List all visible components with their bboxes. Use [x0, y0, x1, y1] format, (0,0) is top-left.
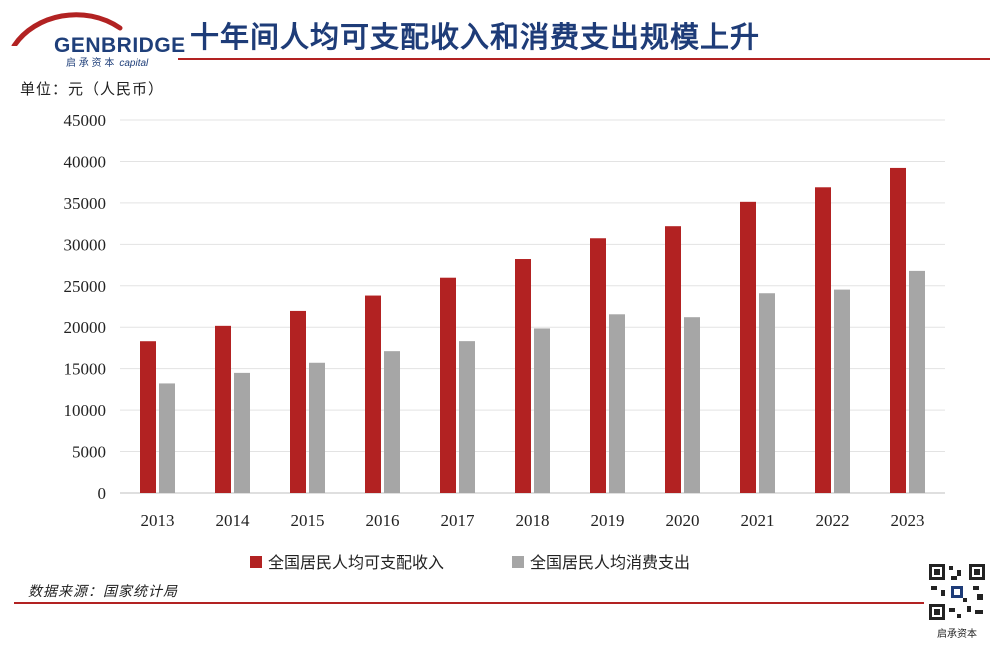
- bar-consumption: 全国居民人均消费支出 2017: 18322: [459, 341, 475, 493]
- logo-subtitle: 启 承 资 本 capital: [66, 58, 149, 69]
- legend-swatch-consumption: [512, 556, 524, 568]
- y-tick-label: 10000: [64, 401, 107, 420]
- bar-income: 全国居民人均可支配收入 2018: 28228: [515, 259, 531, 493]
- y-tick-label: 30000: [64, 235, 107, 254]
- chart-legend: 全国居民人均可支配收入 全国居民人均消费支出: [250, 553, 690, 572]
- legend-swatch-income: [250, 556, 262, 568]
- y-tick-label: 25000: [64, 277, 107, 296]
- y-tick-label: 5000: [72, 443, 106, 462]
- x-tick-label: 2017: [441, 511, 476, 530]
- bar-consumption: 全国居民人均消费支出 2018: 19853: [534, 328, 550, 493]
- bar-income: 全国居民人均可支配收入 2017: 25974: [440, 277, 456, 493]
- bar-income: 全国居民人均可支配收入 2019: 30733: [590, 238, 606, 493]
- x-tick-label: 2016: [366, 511, 400, 530]
- y-tick-label: 20000: [64, 318, 107, 337]
- x-tick-label: 2014: [216, 511, 251, 530]
- x-tick-label: 2023: [891, 511, 925, 530]
- title-divider: [178, 58, 990, 60]
- x-tick-label: 2015: [291, 511, 325, 530]
- bar-income: 全国居民人均可支配收入 2022: 36883: [815, 187, 831, 493]
- bar-income: 全国居民人均可支配收入 2023: 39218: [890, 167, 906, 493]
- page-title: 十年间人均可支配收入和消费支出规模上升: [190, 20, 761, 54]
- bar-consumption: 全国居民人均消费支出 2016: 17111: [384, 351, 400, 493]
- legend-label-consumption: 全国居民人均消费支出: [530, 553, 690, 572]
- qr-code-icon: [927, 562, 987, 622]
- logo-arc-icon: [11, 12, 123, 46]
- x-tick-label: 2013: [141, 511, 175, 530]
- bar-consumption: 全国居民人均消费支出 2014: 14491: [234, 372, 250, 493]
- y-axis: 0 5000 10000 15000 20000 25000 30000 35000 40000…: [64, 111, 107, 503]
- y-tick-label: 35000: [64, 194, 107, 213]
- y-tick-label: 0: [98, 484, 107, 503]
- bar-consumption: 全国居民人均消费支出 2023: 26796: [909, 270, 925, 493]
- bar-income: 全国居民人均可支配收入 2021: 35128: [740, 201, 756, 493]
- chart-bars: 全国居民人均可支配收入 2013: 18311全国居民人均消费支出 2013: …: [140, 167, 925, 493]
- bar-income: 全国居民人均可支配收入 2013: 18311: [140, 341, 156, 493]
- chart-gridlines: [120, 119, 945, 494]
- bar-consumption: 全国居民人均消费支出 2020: 21210: [684, 317, 700, 493]
- y-tick-label: 15000: [64, 360, 107, 379]
- footer-divider: [14, 602, 924, 604]
- bar-income: 全国居民人均可支配收入 2020: 32189: [665, 226, 681, 493]
- x-tick-label: 2022: [816, 511, 850, 530]
- x-tick-label: 2020: [666, 511, 700, 530]
- bar-income: 全国居民人均可支配收入 2015: 21966: [290, 310, 306, 493]
- logo-name: GENBRIDGE: [54, 34, 186, 57]
- bar-income: 全国居民人均可支配收入 2014: 20167: [215, 325, 231, 493]
- bar-consumption: 全国居民人均消费支出 2022: 24538: [834, 289, 850, 493]
- x-tick-label: 2018: [516, 511, 550, 530]
- qr-caption: 启承资本: [937, 629, 977, 640]
- y-tick-label: 40000: [64, 152, 107, 171]
- bar-income: 全国居民人均可支配收入 2016: 23821: [365, 295, 381, 493]
- x-axis: 2013 2014 2015 2016 2017 2018 2019 2020 2021 2022…: [141, 511, 925, 530]
- bar-consumption: 全国居民人均消费支出 2013: 13220: [159, 383, 175, 493]
- bar-consumption: 全国居民人均消费支出 2019: 21559: [609, 314, 625, 493]
- bar-consumption: 全国居民人均消费支出 2015: 15712: [309, 362, 325, 493]
- bar-consumption: 全国居民人均消费支出 2021: 24100: [759, 293, 775, 493]
- genbridge-logo: GENBRIDGE 启 承 资 本 capital: [10, 6, 185, 69]
- unit-label: 单位：元（人民币）: [20, 80, 165, 98]
- x-tick-label: 2021: [741, 511, 775, 530]
- x-tick-label: 2019: [591, 511, 625, 530]
- bar-chart: 0 5000 10000 15000 20000 25000 30000 35000 40000…: [64, 111, 945, 572]
- legend-label-income: 全国居民人均可支配收入: [268, 553, 444, 572]
- source-note: 数据来源：国家统计局: [28, 584, 178, 600]
- y-tick-label: 45000: [64, 111, 107, 130]
